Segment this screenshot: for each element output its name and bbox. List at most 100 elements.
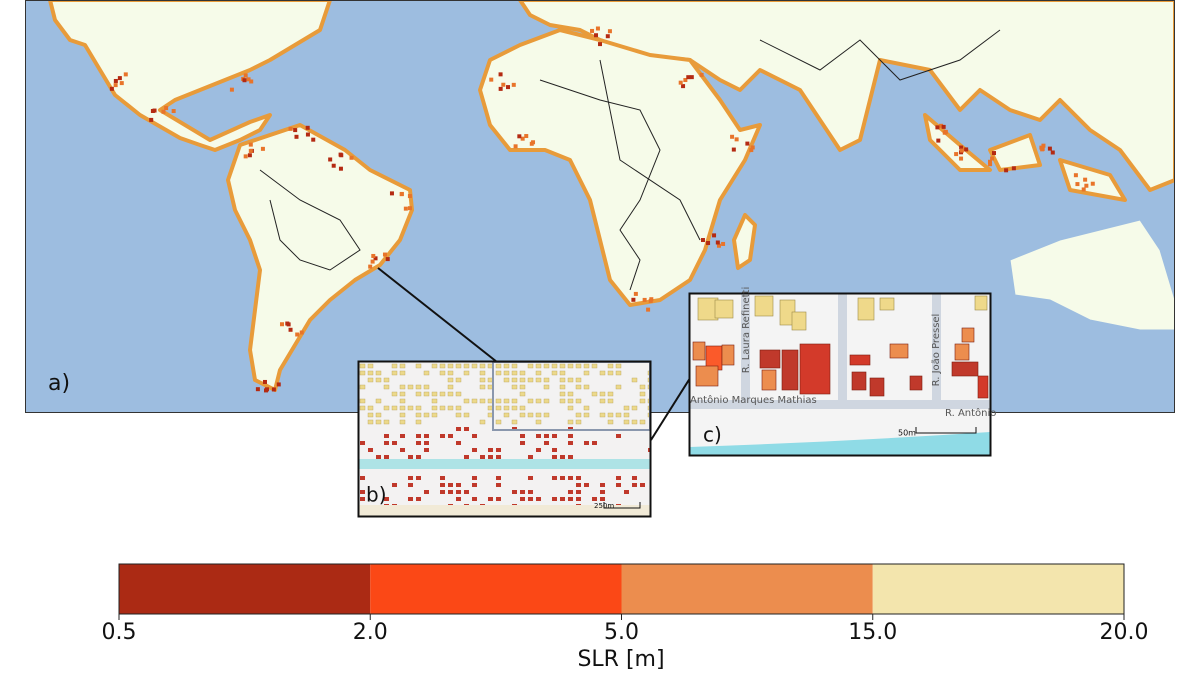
building [431,398,438,404]
coastal-cell [123,72,128,77]
building [375,419,382,425]
building [455,391,462,397]
building [695,365,719,387]
colorbar-label: SLR [m] [577,647,664,672]
building [551,370,558,376]
building [367,363,374,369]
coastal-cell [750,145,755,150]
connector [377,267,498,363]
coastal-cell [595,26,600,31]
building [528,455,533,459]
building [759,349,781,369]
inset-c [690,294,990,455]
coastal-cell [328,157,333,162]
coastal-cell [149,117,154,122]
building [616,434,621,438]
colorbar-tick-label: 2.0 [353,620,388,645]
building [607,391,614,397]
coastal-cell [715,240,720,245]
coastal-cell [959,148,964,153]
building [799,343,831,395]
coastal-cell [1040,146,1045,151]
coastal-cell [382,252,387,257]
coastal-cell [498,86,503,91]
building [456,441,461,445]
colorbar-segment [370,564,622,614]
building [375,370,382,376]
scale-bar [915,427,977,434]
building [527,398,534,404]
building [423,370,430,376]
building [592,441,597,445]
colorbar: 0.5 2.0 5.0 15.0 20.0 [102,563,1148,645]
coastal-cell [1081,187,1086,192]
coastal-cell [248,148,253,153]
coastal-cell [403,206,408,211]
building [543,377,550,383]
building [447,377,454,383]
building [889,343,909,359]
building [399,412,406,418]
building [384,455,389,459]
building [439,391,446,397]
building [424,434,429,438]
building [440,434,445,438]
coastal-cell [700,238,705,243]
building [583,412,590,418]
building [440,490,445,494]
coastal-cell [988,159,993,164]
street-label: Antônio Marques Mathias [690,394,817,406]
building [391,391,398,397]
building [551,363,558,369]
coastal-cell [152,108,157,113]
colorbar-tick-label: 15.0 [848,620,897,645]
building [463,363,470,369]
coastal-cell [331,163,336,168]
building [535,419,542,425]
building [416,476,421,480]
coastal-cell [119,81,124,86]
building [423,384,430,390]
building [600,497,605,501]
coastal-cell [959,145,964,150]
building [849,354,871,366]
building [615,384,622,390]
building [559,370,566,376]
building [519,405,526,411]
coastal-cell [247,153,252,158]
building [544,434,549,438]
building [511,419,518,425]
building [639,384,646,390]
building [359,405,366,411]
coastal-cell [517,134,522,139]
coastal-cell [964,147,969,152]
inset-frame [688,292,992,457]
coastal-cell [716,243,721,248]
building [615,370,622,376]
building [567,391,574,397]
coastal-cell [117,76,122,81]
building [488,448,493,452]
building [472,483,477,487]
building [552,448,557,452]
coastal-cell [305,132,310,137]
building [472,448,477,452]
building [567,377,574,383]
coastal-cell [992,151,997,156]
coastal-cell [399,192,404,197]
building [754,295,774,317]
building [472,476,477,480]
building [399,419,406,425]
building [616,476,621,480]
coastal-cell [349,155,354,160]
coastal-cell [299,330,304,335]
building [408,476,413,480]
panel-label: c) [703,423,722,447]
coastal-cell [607,29,612,34]
building [431,405,438,411]
coastal-cell [649,297,654,302]
building [463,412,470,418]
building [543,363,550,369]
coastal-cell [295,332,300,337]
